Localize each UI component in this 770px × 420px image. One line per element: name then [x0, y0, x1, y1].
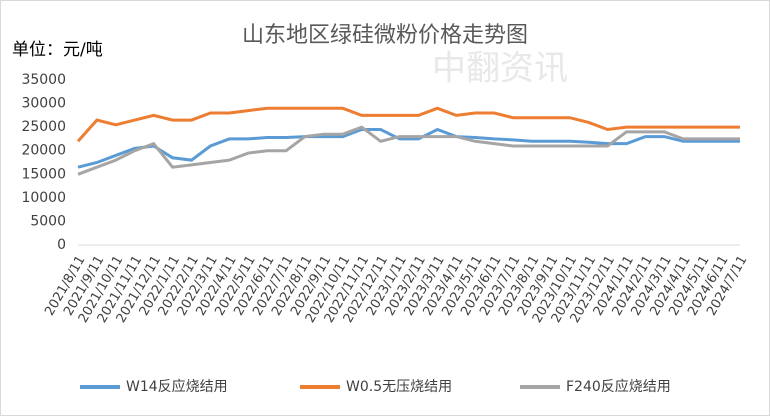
unit-label: 单位：元/吨 [12, 40, 103, 60]
y-tick-label: 10000 [21, 190, 66, 206]
y-tick-label: 30000 [21, 96, 66, 112]
chart-title: 山东地区绿硅微粉价格走势图 [242, 23, 528, 48]
y-tick-label: 5000 [30, 213, 66, 229]
y-tick-label: 20000 [21, 143, 66, 159]
legend-label: W0.5无压烧结用 [346, 379, 452, 395]
y-tick-label: 35000 [21, 72, 66, 88]
series-line [77, 125, 740, 176]
y-tick-label: 15000 [21, 166, 66, 182]
watermark: 中翻资讯 [432, 49, 568, 89]
y-tick-label: 0 [57, 237, 66, 253]
series-line [76, 106, 740, 143]
legend-label: W14反应烧结用 [126, 378, 228, 395]
y-tick-label: 25000 [21, 119, 66, 135]
series-line [77, 127, 740, 169]
legend-label: F240反应烧结用 [566, 378, 671, 395]
